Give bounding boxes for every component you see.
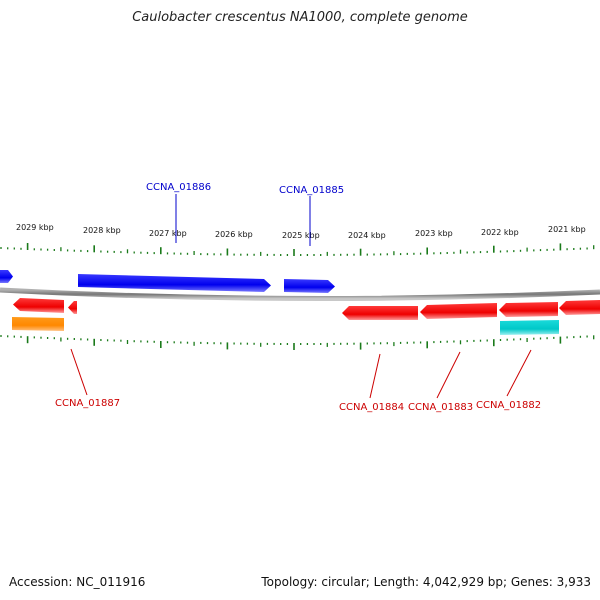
- label-ccna-01887[interactable]: CCNA_01887: [55, 398, 120, 409]
- gene-arrow-left-edge[interactable]: [0, 270, 13, 283]
- kbp-label-2021: 2021 kbp: [548, 225, 586, 234]
- kbp-label-2025: 2025 kbp: [282, 231, 320, 240]
- gene-arrow-ccna-01884[interactable]: [342, 306, 418, 320]
- gene-arrow-ccna-01887[interactable]: [13, 298, 64, 313]
- leader-ccna-01882: [506, 349, 532, 397]
- reverse-strand: [13, 298, 600, 320]
- secondary-features: [12, 317, 559, 335]
- genome-backbone: [0, 287, 600, 302]
- label-ccna-01886[interactable]: CCNA_01886: [146, 182, 211, 193]
- label-ccna-01882[interactable]: CCNA_01882: [476, 400, 541, 411]
- genome-summary-text: Topology: circular; Length: 4,042,929 bp…: [261, 575, 591, 589]
- kbp-label-2023: 2023 kbp: [415, 229, 453, 238]
- label-ccna-01883[interactable]: CCNA_01883: [408, 402, 473, 413]
- ruler-ticks-top: [0, 243, 595, 256]
- forward-gene-labels: CCNA_01886 CCNA_01885: [146, 182, 344, 246]
- gene-arrow-small[interactable]: [68, 301, 77, 314]
- forward-strand: [0, 270, 335, 293]
- feature-cyan[interactable]: [500, 320, 559, 335]
- label-ccna-01885[interactable]: CCNA_01885: [279, 185, 344, 196]
- ruler-ticks-bottom: [0, 335, 595, 350]
- gene-arrow-right-edge[interactable]: [559, 300, 600, 315]
- kbp-label-2026: 2026 kbp: [215, 230, 253, 239]
- kbp-labels: 2029 kbp 2028 kbp 2027 kbp 2026 kbp 2025…: [16, 223, 586, 240]
- gene-arrow-ccna-01883[interactable]: [420, 303, 497, 319]
- leader-ccna-01884: [369, 353, 381, 399]
- kbp-label-2022: 2022 kbp: [481, 228, 519, 237]
- kbp-label-2029: 2029 kbp: [16, 223, 54, 232]
- kbp-label-2027: 2027 kbp: [149, 229, 187, 238]
- feature-orange[interactable]: [12, 317, 64, 331]
- genome-title: Caulobacter crescentus NA1000, complete …: [132, 10, 468, 25]
- label-ccna-01884[interactable]: CCNA_01884: [339, 402, 404, 413]
- gene-arrow-ccna-01882[interactable]: [499, 302, 558, 317]
- gene-arrow-ccna-01886[interactable]: [78, 274, 271, 292]
- leader-ccna-01887: [70, 348, 88, 396]
- accession-text: Accession: NC_011916: [9, 575, 146, 589]
- kbp-label-2024: 2024 kbp: [348, 231, 386, 240]
- leader-ccna-01883: [436, 351, 461, 399]
- gene-arrow-ccna-01885[interactable]: [284, 279, 335, 293]
- kbp-label-2028: 2028 kbp: [83, 226, 121, 235]
- reverse-gene-labels: CCNA_01887 CCNA_01884 CCNA_01883 CCNA_01…: [55, 348, 541, 413]
